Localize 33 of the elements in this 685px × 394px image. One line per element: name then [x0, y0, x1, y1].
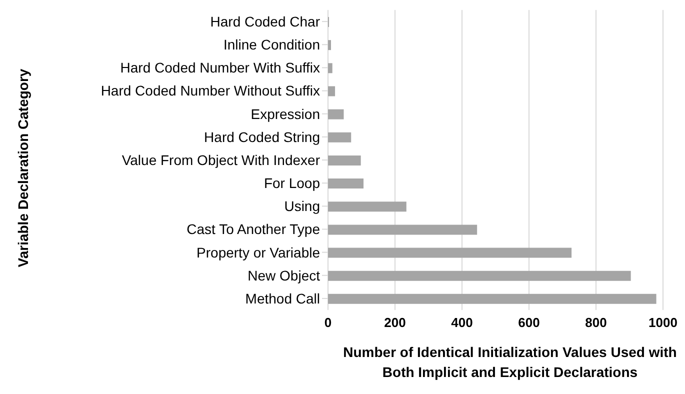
- y-tick-label: For Loop: [264, 175, 320, 192]
- bar: [328, 178, 364, 189]
- y-axis-title: Variable Declaration Category: [14, 68, 32, 270]
- y-tick-label: Cast To Another Type: [186, 221, 320, 238]
- bar: [328, 294, 656, 304]
- bar: [328, 132, 352, 142]
- bar: [328, 224, 478, 235]
- x-tick-label: 0: [324, 315, 332, 330]
- bar: [328, 270, 631, 281]
- bar: [328, 86, 336, 96]
- y-tick-label: Method Call: [245, 290, 320, 306]
- bar: [328, 40, 332, 50]
- x-axis-title: Number of Identical Initialization Values Used with Both Implicit and Explicit Declarations: [342, 343, 678, 382]
- y-tick-label: New Object: [248, 267, 320, 284]
- y-tick-label: Hard Coded String: [204, 128, 320, 145]
- y-tick-label: Value From Object With Indexer: [122, 152, 320, 168]
- x-tick-label: 800: [585, 315, 607, 330]
- y-tick-label: Using: [284, 198, 320, 214]
- bar: [328, 109, 344, 120]
- x-tick-label: 400: [451, 315, 473, 330]
- x-tick-label: 200: [384, 315, 406, 330]
- x-tick-label: 1000: [648, 315, 678, 330]
- y-tick-label: Property or Variable: [196, 244, 320, 260]
- x-tick-label: 600: [518, 315, 540, 330]
- y-tick-label: Expression: [250, 106, 320, 122]
- y-tick-label: Inline Condition: [223, 36, 320, 53]
- y-tick-label: Hard Coded Number With Suffix: [120, 60, 320, 76]
- y-tick-label: Hard Coded Char: [210, 14, 320, 30]
- bar: [328, 248, 572, 258]
- y-tick-label: Hard Coded Number Without Suffix: [100, 82, 320, 99]
- bar: [328, 63, 332, 74]
- bar: [328, 202, 406, 212]
- bar: [328, 155, 361, 166]
